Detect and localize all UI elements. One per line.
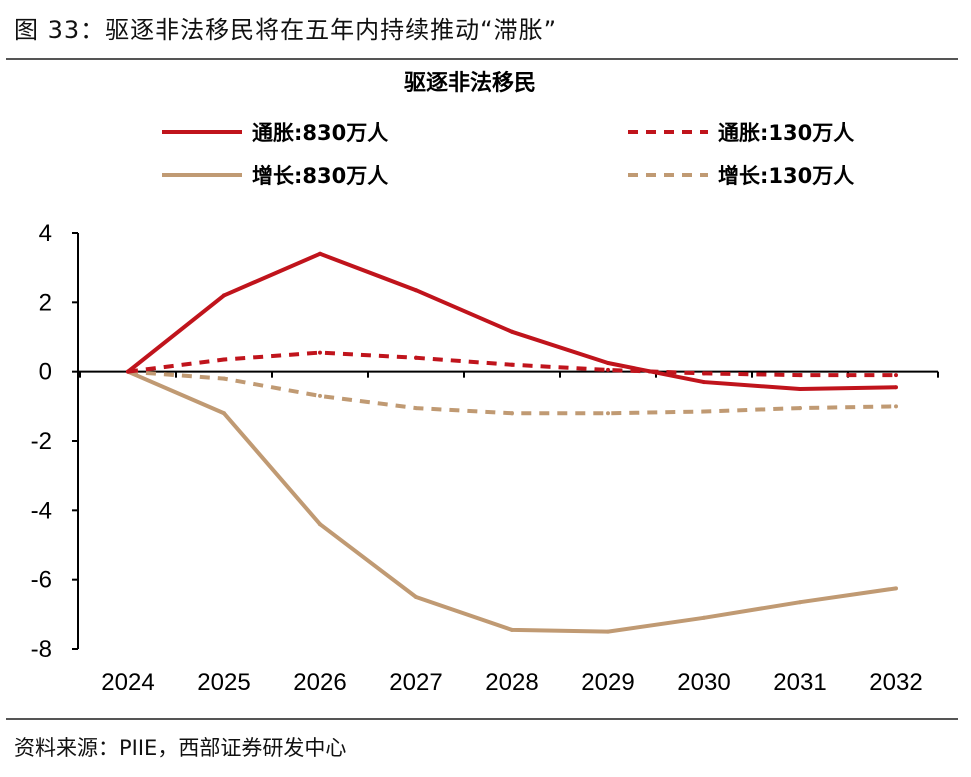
data-point: [318, 393, 322, 398]
data-point: [894, 586, 898, 591]
data-point: [318, 251, 322, 256]
data-point: [126, 369, 130, 374]
data-point: [510, 627, 514, 632]
top-divider: [6, 58, 958, 60]
data-point: [798, 373, 802, 378]
data-point: [702, 380, 706, 385]
series-line-4: [127, 369, 897, 416]
data-point: [318, 350, 322, 355]
data-point: [510, 329, 514, 334]
series-line-1: [126, 251, 897, 391]
x-tick-label: 2031: [773, 669, 826, 696]
bottom-divider: [6, 718, 958, 720]
legend-label-3: 增长:830万人: [252, 164, 388, 188]
x-tick-label: 2030: [677, 669, 730, 696]
data-point: [222, 293, 226, 298]
data-point: [798, 600, 802, 605]
legend-label-2: 通胀:130万人: [718, 121, 854, 145]
data-point: [798, 406, 802, 411]
y-tick-label: -2: [31, 428, 52, 455]
y-tick-label: 2: [39, 289, 52, 316]
x-tick-label: 2029: [581, 669, 634, 696]
data-point: [606, 361, 610, 365]
y-tick-label: 4: [39, 220, 52, 247]
x-tick-label: 2025: [197, 669, 250, 696]
data-point: [894, 385, 898, 390]
y-tick-label: -8: [31, 636, 52, 663]
data-point: [798, 387, 802, 391]
data-point: [510, 411, 514, 416]
x-tick-label: 2027: [389, 669, 442, 696]
data-point: [606, 367, 610, 372]
data-point: [414, 355, 418, 360]
source-note: 资料来源：PIIE，西部证券研发中心: [14, 736, 347, 760]
data-point: [894, 373, 898, 378]
data-point: [318, 522, 322, 527]
figure-title: 图 33：驱逐非法移民将在五年内持续推动“滞胀”: [14, 16, 558, 44]
data-point: [414, 406, 418, 411]
x-tick-label: 2026: [293, 669, 346, 696]
data-point: [222, 376, 226, 381]
data-point: [222, 357, 226, 362]
data-point: [702, 371, 706, 376]
plot-area: [126, 251, 898, 634]
x-tick-label: 2032: [869, 669, 922, 696]
data-point: [222, 411, 226, 416]
x-tick-label: 2028: [485, 669, 538, 696]
data-point: [414, 288, 418, 293]
data-point: [702, 615, 706, 620]
data-point: [606, 629, 610, 634]
chart-title: 驱逐非法移民: [404, 70, 536, 96]
x-tick-label: 2024: [101, 669, 154, 696]
y-tick-label: 0: [39, 359, 52, 386]
data-point: [702, 409, 706, 414]
axes: 4 2 0 -2 -4 -6 -8 2024 2025 2026 2027 2028 2029 2030 2…: [31, 220, 939, 696]
legend-label-4: 增长:130万人: [718, 164, 854, 188]
y-tick-label: -6: [31, 567, 52, 594]
legend-label-1: 通胀:830万人: [252, 121, 388, 145]
data-point: [894, 404, 898, 409]
y-tick-label: -4: [31, 497, 52, 524]
data-point: [414, 595, 418, 599]
data-point: [510, 362, 514, 367]
data-point: [606, 411, 610, 416]
